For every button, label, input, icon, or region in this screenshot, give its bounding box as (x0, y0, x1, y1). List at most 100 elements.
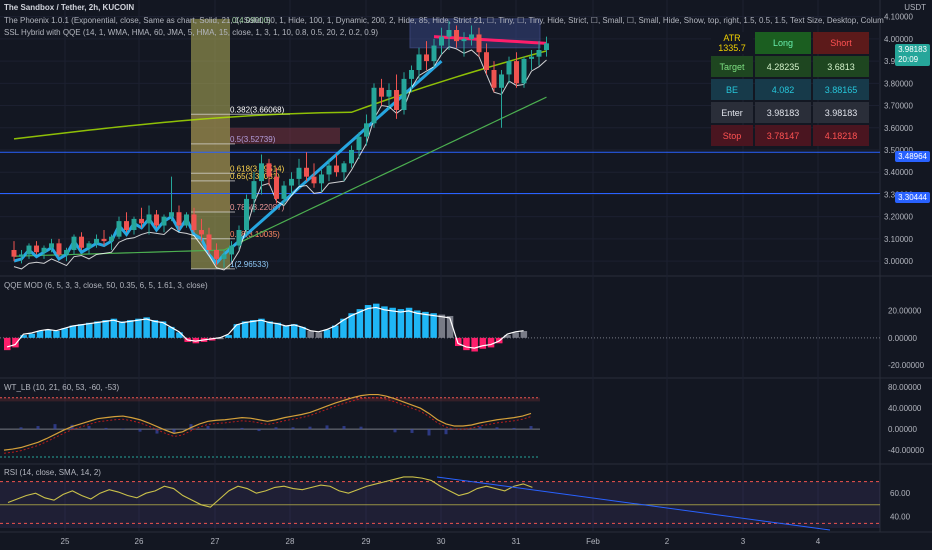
candle-body (506, 61, 512, 75)
long-header: Long (755, 32, 811, 54)
wt-histogram-bar (325, 425, 329, 430)
candle-body (34, 245, 39, 253)
stop-label: Stop (711, 125, 753, 146)
qqe-bar (332, 325, 339, 338)
ssl-upper-band (433, 35, 547, 45)
candle-body (184, 214, 189, 226)
chart-header-symbol[interactable]: The Sandbox / Tether, 2h, KUCOIN (4, 3, 134, 12)
qqe-bar (20, 335, 27, 338)
y-tick-label: 3.50000 (884, 146, 913, 155)
candle-body (131, 218, 137, 230)
qqe-bar (282, 325, 290, 338)
candle-body (289, 178, 294, 186)
qqe-bar (118, 321, 126, 338)
fib-label: 0(4.09000) (232, 16, 271, 25)
candle-body (326, 165, 332, 175)
wt-pane-label[interactable]: WT_LB (10, 21, 60, 53, -60, -53) (4, 383, 120, 392)
candle-body (281, 185, 287, 199)
bar-countdown: 20:09 (898, 55, 919, 64)
candle-body (386, 90, 392, 97)
qqe-signal-line (6, 306, 524, 349)
qqe-bar (455, 337, 462, 347)
qqe-bar (364, 305, 372, 338)
y-tick-label: 3.10000 (884, 235, 913, 244)
indicator-phoenix-label[interactable]: The Phoenix 1.0.1 (Exponential, close, S… (4, 16, 884, 25)
candle-body (379, 87, 384, 97)
qqe-bar (479, 337, 487, 349)
qqe-bar (323, 329, 331, 338)
wt-histogram-bar (410, 429, 414, 433)
wt-histogram-bar (138, 429, 142, 432)
ssl-channel-line (13, 59, 443, 266)
qqe-y-tick: 0.00000 (888, 334, 917, 343)
wt-histogram-bar (359, 426, 363, 430)
candle-body (521, 58, 527, 84)
wt-y-tick: -40.00000 (888, 446, 925, 455)
y-tick-label: 3.20000 (884, 213, 913, 222)
qqe-bar (438, 314, 446, 338)
stop-short: 4.18218 (813, 125, 869, 146)
wt-histogram-bar (172, 429, 176, 433)
indicator-ssl-label[interactable]: SSL Hybrid with QQE (14, 1, WMA, HMA, 60… (4, 28, 379, 37)
qqe-bar (422, 311, 429, 338)
x-tick-label: 27 (211, 537, 220, 546)
wt-histogram-bar (444, 429, 448, 435)
wt-histogram-bar (87, 426, 91, 430)
qqe-bar (77, 324, 85, 338)
rsi-line (7, 476, 533, 508)
qqe-bar (250, 320, 257, 338)
candle-body (341, 163, 347, 173)
qqe-bar (512, 332, 519, 338)
atr-value: 1335.7 (718, 43, 746, 53)
wt-histogram-bar (121, 428, 125, 430)
wt-overbought-zone (0, 397, 540, 402)
candle-body (206, 234, 212, 250)
candle-body (454, 30, 459, 42)
qqe-bar (307, 331, 314, 338)
x-tick-label: Feb (586, 537, 600, 546)
candle-body (491, 70, 497, 88)
candle-body (154, 214, 159, 226)
candle-body (529, 56, 534, 59)
qqe-bar (487, 337, 495, 348)
qqe-bar (405, 307, 413, 338)
candle-body (416, 54, 422, 70)
qqe-bar (340, 318, 347, 338)
candle-body (544, 43, 549, 50)
qqe-bar (241, 321, 249, 338)
candle-body (19, 254, 24, 257)
candle-body (251, 181, 257, 199)
enter-long: 3.98183 (755, 102, 811, 123)
rsi-pane-label[interactable]: RSI (14, close, SMA, 14, 2) (4, 468, 101, 477)
fib-label: 0.786(3.22087) (230, 203, 285, 212)
qqe-y-tick: 20.00000 (888, 307, 922, 316)
candle-body (476, 34, 482, 53)
ema-50-line (13, 96, 547, 257)
be-short: 3.88165 (813, 79, 869, 100)
qqe-bar (504, 335, 511, 338)
qqe-bar (463, 337, 470, 351)
atr-label: ATR (723, 33, 741, 43)
candle-body (86, 243, 92, 248)
y-tick-label: 3.40000 (884, 168, 913, 177)
qqe-bar (397, 309, 405, 338)
candle-body (109, 236, 114, 242)
candle-body (139, 218, 144, 224)
qqe-bar (176, 332, 183, 338)
fib-label: 0.618(3.39514) (230, 164, 285, 173)
qqe-bar (110, 318, 118, 338)
wt-histogram-bar (155, 429, 159, 434)
qqe-bar (69, 325, 77, 338)
candle-body (401, 78, 407, 110)
wt-histogram-bar (274, 427, 278, 430)
candle-body (199, 230, 204, 235)
qqe-bar (217, 337, 224, 340)
qqe-bar (102, 320, 109, 338)
qqe-bar (86, 322, 93, 338)
candle-body (499, 74, 504, 88)
qqe-pane-label[interactable]: QQE MOD (6, 5, 3, 3, close, 50, 0.35, 6,… (4, 281, 208, 290)
qqe-bar (356, 309, 364, 338)
qqe-bar (446, 315, 454, 338)
symbol-title: The Sandbox / Tether, 2h, KUCOIN (4, 3, 135, 12)
